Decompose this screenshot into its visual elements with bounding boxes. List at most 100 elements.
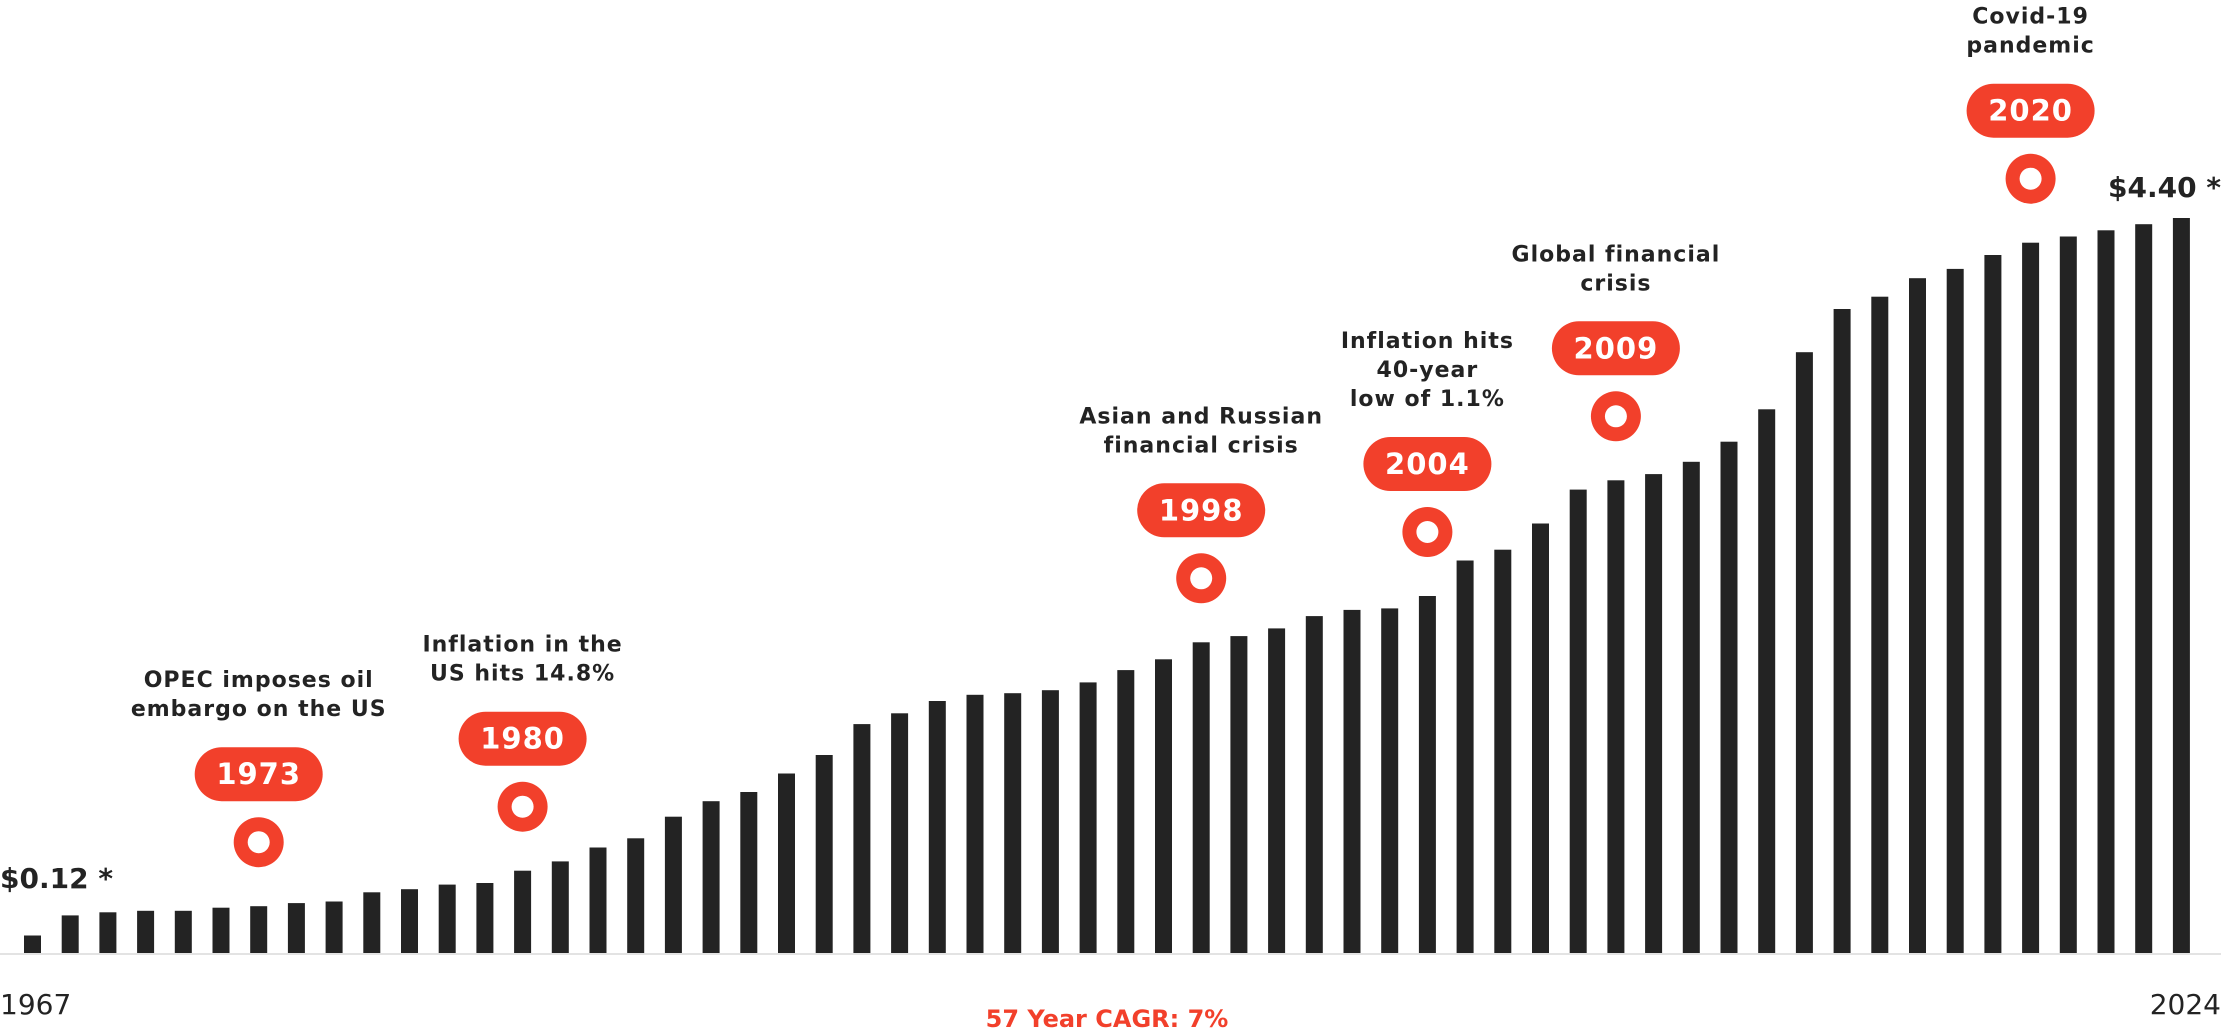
event-annotations: 1973 OPEC imposes oil embargo on the US 198… <box>131 5 2095 868</box>
year-badge <box>1966 83 2095 138</box>
bar-1973 <box>250 906 268 954</box>
bar-1984 <box>664 816 682 954</box>
event-description-line: Inflation hits <box>1341 329 1514 354</box>
cagr-footer: 57 Year CAGR: 7% <box>986 1005 1229 1030</box>
event-description-line: crisis <box>1580 271 1651 296</box>
event-description-line: 40-year <box>1377 358 1479 383</box>
bar-1980 <box>514 870 532 954</box>
year-badge-label: 2020 <box>1988 94 2073 128</box>
x-start-label: 1967 <box>0 988 71 1021</box>
event-description-line: Covid-19 <box>1972 5 2089 30</box>
bar-2020 <box>2022 242 2040 954</box>
year-badge-label: 1973 <box>216 757 301 791</box>
event-description-line: Global financial <box>1512 242 1721 267</box>
bar-2010 <box>1645 474 1663 954</box>
bar-1988 <box>815 755 833 954</box>
year-badge <box>194 747 323 802</box>
bar-2016 <box>1871 296 1889 954</box>
bar-1971 <box>174 910 192 954</box>
bar-1999 <box>1230 636 1248 954</box>
bar-2024 <box>2172 218 2190 954</box>
event-description-line: OPEC imposes oil <box>144 668 374 693</box>
bar-1978 <box>438 884 456 954</box>
event-description-line: embargo on the US <box>131 697 387 722</box>
bar-2021 <box>2059 236 2077 954</box>
bar-1968 <box>61 915 79 954</box>
bars-group <box>24 218 2190 955</box>
marker-center <box>2019 167 2042 190</box>
bar-2023 <box>2135 224 2153 954</box>
bar-1996 <box>1117 670 1135 954</box>
bar-2009 <box>1607 480 1625 954</box>
bar-1974 <box>287 903 305 954</box>
annotation-1998: 1998 Asian and Russian financial crisis <box>1079 404 1323 604</box>
annotation-1973: 1973 OPEC imposes oil embargo on the US <box>131 668 387 868</box>
bar-1967 <box>24 935 41 954</box>
event-description-line: pandemic <box>1966 34 2094 59</box>
bar-1975 <box>325 901 343 954</box>
bar-1972 <box>212 907 230 954</box>
bar-2000 <box>1268 628 1286 954</box>
marker-center <box>1416 521 1439 543</box>
bar-1998 <box>1192 642 1210 954</box>
bar-2007 <box>1532 523 1549 954</box>
bar-1970 <box>137 910 155 954</box>
x-end-label: 2024 <box>2150 988 2221 1021</box>
bar-2002 <box>1343 609 1361 954</box>
event-description-line: US hits 14.8% <box>430 662 615 687</box>
bar-2005 <box>1456 560 1474 954</box>
bar-2014 <box>1795 352 1813 954</box>
marker-center <box>1190 567 1213 590</box>
year-badge-label: 2004 <box>1385 447 1470 481</box>
bar-1997 <box>1155 659 1172 954</box>
bar-1983 <box>627 838 645 954</box>
bar-1986 <box>740 792 758 954</box>
bar-2013 <box>1758 409 1776 954</box>
event-description-line: Asian and Russian <box>1079 404 1323 429</box>
bar-1976 <box>363 892 381 954</box>
year-badge <box>1363 437 1492 491</box>
bar-2022 <box>2097 230 2115 955</box>
bar-1994 <box>1041 690 1059 954</box>
bar-2015 <box>1833 309 1851 954</box>
bar-2012 <box>1720 441 1738 954</box>
bar-2011 <box>1682 461 1700 954</box>
marker-center <box>1604 405 1627 428</box>
year-badge <box>1137 483 1266 538</box>
annotation-2004: 2004 Inflation hits 40-year low of 1.1% <box>1341 329 1514 557</box>
annotation-2020: 2020 Covid-19 pandemic <box>1966 5 2095 204</box>
bar-1989 <box>853 724 871 954</box>
year-badge <box>458 711 587 766</box>
year-badge-label: 2009 <box>1574 331 1659 365</box>
bar-1981 <box>551 861 569 954</box>
bar-1991 <box>928 701 946 954</box>
bar-1982 <box>589 847 607 954</box>
marker-center <box>247 831 270 854</box>
first-value-label: $0.12 * <box>0 862 113 895</box>
bar-2001 <box>1305 616 1323 954</box>
bar-1987 <box>778 773 795 954</box>
bar-2003 <box>1381 608 1399 954</box>
marker-center <box>511 795 534 818</box>
year-badge-label: 1998 <box>1159 493 1244 527</box>
bar-1985 <box>702 801 720 954</box>
bar-2006 <box>1494 549 1512 954</box>
bar-1977 <box>401 889 418 954</box>
annotation-1980: 1980 Inflation in the US hits 14.8% <box>422 633 622 832</box>
event-description-line: low of 1.1% <box>1350 387 1505 412</box>
bar-2019 <box>1984 255 2002 954</box>
event-description-line: financial crisis <box>1104 433 1299 458</box>
bar-2018 <box>1946 268 1964 954</box>
bar-1995 <box>1079 682 1097 954</box>
bar-1969 <box>99 912 117 954</box>
bar-1979 <box>476 883 494 954</box>
bar-2017 <box>1909 278 1926 954</box>
event-description-line: Inflation in the <box>422 633 622 658</box>
bar-1992 <box>966 694 984 954</box>
bar-2004 <box>1418 596 1436 954</box>
year-badge-label: 1980 <box>480 722 565 756</box>
annotation-2009: 2009 Global financial crisis <box>1512 242 1721 442</box>
bar-2008 <box>1569 489 1587 954</box>
bar-1990 <box>891 713 909 954</box>
last-value-label: $4.40 * <box>2108 171 2221 204</box>
